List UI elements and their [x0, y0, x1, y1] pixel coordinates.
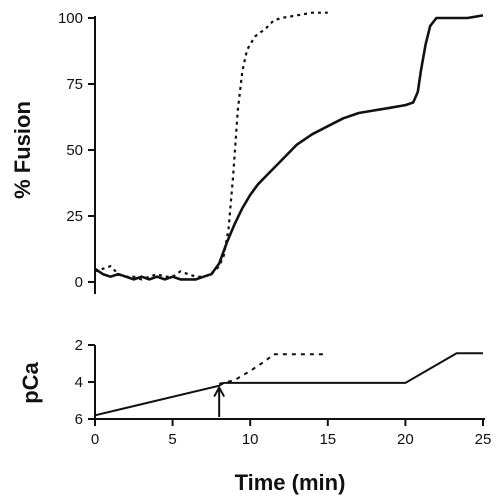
fusion-y-axis-label: % Fusion — [10, 101, 35, 199]
pca-y-axis-label: pCa — [18, 361, 43, 403]
arrow-head — [213, 385, 226, 398]
stimulus-arrow — [213, 385, 226, 417]
fusion-y-tick-label: 0 — [75, 274, 83, 291]
time-x-tick-label: 10 — [242, 431, 259, 448]
pca-y-tick-label: 2 — [75, 337, 83, 354]
fusion-y-tick-label: 25 — [66, 208, 83, 225]
pca-panel: 2 4 60 5 10 15 20 25 pCa Time (min) — [18, 337, 491, 495]
fusion-y-tick-label: 100 — [58, 10, 83, 27]
time-x-axis-label: Time (min) — [235, 470, 346, 495]
fusion-series-dotted — [94, 11, 328, 281]
time-x-tick-label: 0 — [91, 431, 99, 448]
time-x-tick-label: 15 — [319, 431, 336, 448]
pca-y-tick-label: 4 — [75, 374, 83, 391]
fusion-panel: 0 25 50 75 100 % Fusion — [10, 10, 484, 294]
time-x-tick-label: 20 — [397, 431, 414, 448]
pca-series-solid — [94, 352, 483, 417]
time-x-tick-label: 25 — [475, 431, 492, 448]
pca-series-dotted — [218, 353, 328, 385]
time-x-tick-label: 5 — [168, 431, 176, 448]
fusion-y-tick-label: 75 — [66, 76, 83, 93]
fusion-series-solid — [94, 14, 484, 281]
fusion-y-tick-label: 50 — [66, 142, 83, 159]
pca-y-tick-label: 6 — [75, 411, 83, 428]
